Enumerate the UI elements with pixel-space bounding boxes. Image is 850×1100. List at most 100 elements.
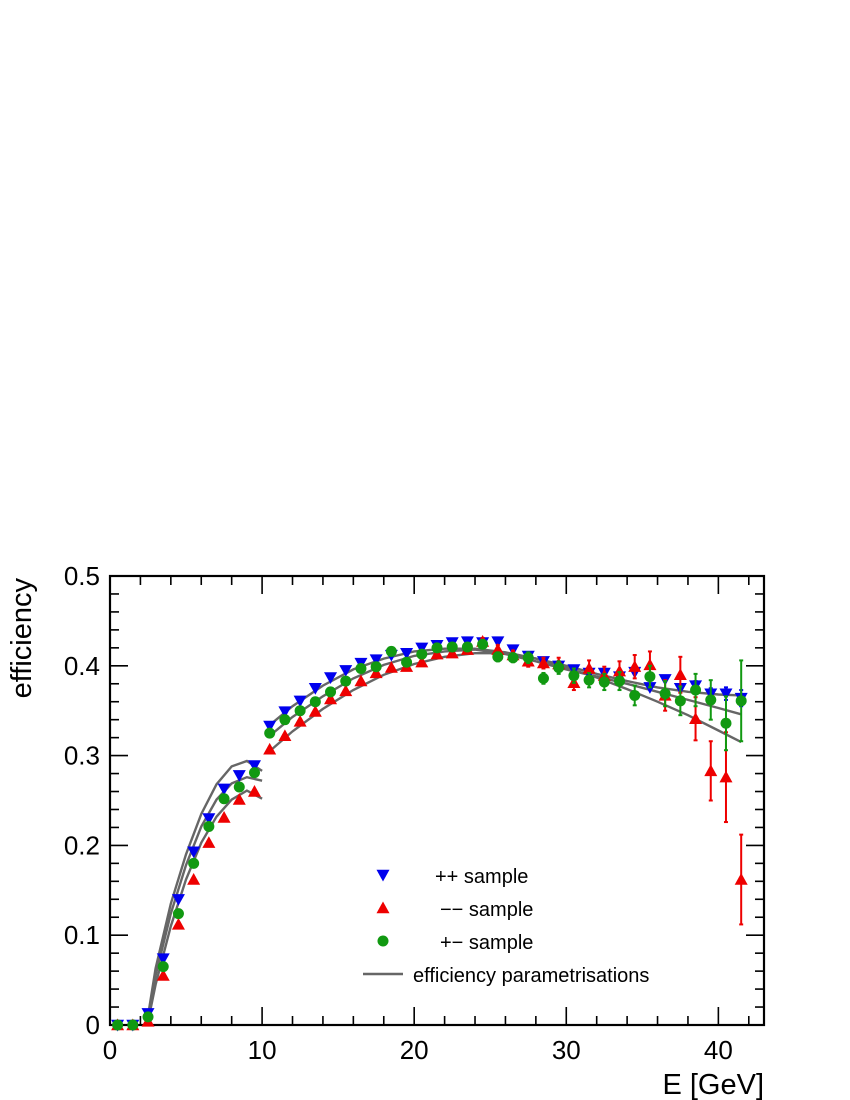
data-point [156,969,170,981]
data-point [491,643,505,655]
data-point [385,645,397,657]
data-point [309,696,321,708]
data-point [628,660,642,672]
data-point [491,636,505,649]
plot-frame [108,574,766,1027]
legend-label: −− sample [440,899,533,921]
data-point [735,695,747,707]
data-point [308,705,322,717]
data-point [705,694,717,706]
data-point [492,651,504,663]
y-tick-label: 0.2 [64,830,100,860]
data-point [202,836,216,848]
data-point [339,684,353,697]
legend-swatch [377,935,389,947]
legend-label: efficiency parametrisations [413,965,649,987]
data-point [217,811,231,823]
data-point [583,674,595,686]
data-point [264,727,276,739]
data-point [293,714,307,727]
data-point [263,742,277,755]
data-point [689,712,703,724]
x-tick-label: 20 [400,1035,429,1065]
data-point [416,648,428,660]
data-points-layer [111,635,748,1032]
data-point [263,720,277,733]
data-point [156,953,170,966]
data-point [324,692,338,705]
data-point [248,767,260,779]
legend-swatch [376,869,390,882]
data-point [294,705,306,717]
data-point [720,717,732,729]
fit-curve [146,759,263,1017]
data-point [340,675,352,687]
data-point [247,785,261,797]
x-tick-label: 0 [103,1035,117,1065]
y-tick-label: 0.3 [64,741,100,771]
data-point [477,638,489,650]
x-tick-label: 40 [704,1035,733,1065]
data-point [674,695,686,707]
legend-label: ++ sample [435,866,528,888]
data-point [446,641,458,653]
data-point [445,646,459,659]
data-point [659,688,671,700]
legend-swatch [376,901,390,914]
y-tick-label: 0.5 [64,561,100,591]
data-point [598,676,610,688]
data-point [157,961,169,973]
data-point [430,647,444,660]
data-point [719,688,733,701]
y-axis-label: efficiency [6,578,38,699]
data-point [401,656,413,668]
data-point [279,714,291,726]
plot-frame-layer [108,574,766,1027]
data-point [536,656,550,669]
data-point [354,674,368,687]
data-point [188,857,200,869]
data-point [308,683,322,695]
legend-label: +− sample [440,932,533,954]
data-point [233,781,245,793]
data-point [172,908,184,920]
x-axis-label: E [GeV] [662,1069,764,1100]
data-point [127,1019,139,1031]
y-tick-label: 0 [86,1010,100,1040]
data-point [415,642,429,655]
data-point [568,670,580,682]
data-point [400,648,414,660]
y-tick-label: 0.1 [64,920,100,950]
data-point [203,821,215,833]
data-point [325,686,337,698]
data-point [582,661,596,674]
x-tick-label: 30 [552,1035,581,1065]
data-point [339,665,353,677]
data-point [613,664,627,677]
y-tick-label: 0.4 [64,651,100,681]
data-point [171,894,185,906]
data-point [171,917,185,930]
data-point [507,652,519,664]
data-point [187,846,201,859]
data-point [232,770,246,782]
legend: ++ sample −− sample +− sample efficiency pa… [363,866,649,987]
data-point [278,729,292,742]
data-point [415,655,429,668]
data-point [369,654,383,667]
data-point [690,684,702,696]
data-point [673,668,687,680]
data-point [232,793,246,805]
axis-layer: E [GeV] efficiency 0 10 20 30 40 0 0.1 0.2 0.3 0.… [6,561,764,1100]
data-point [369,666,383,679]
data-point [704,764,718,777]
data-point [644,671,656,683]
data-point [537,672,549,684]
data-point [112,1019,124,1031]
data-point [293,695,307,708]
data-point [218,793,230,805]
data-point [643,658,657,671]
data-point [324,672,338,684]
data-point [461,641,473,653]
data-point [522,652,534,664]
